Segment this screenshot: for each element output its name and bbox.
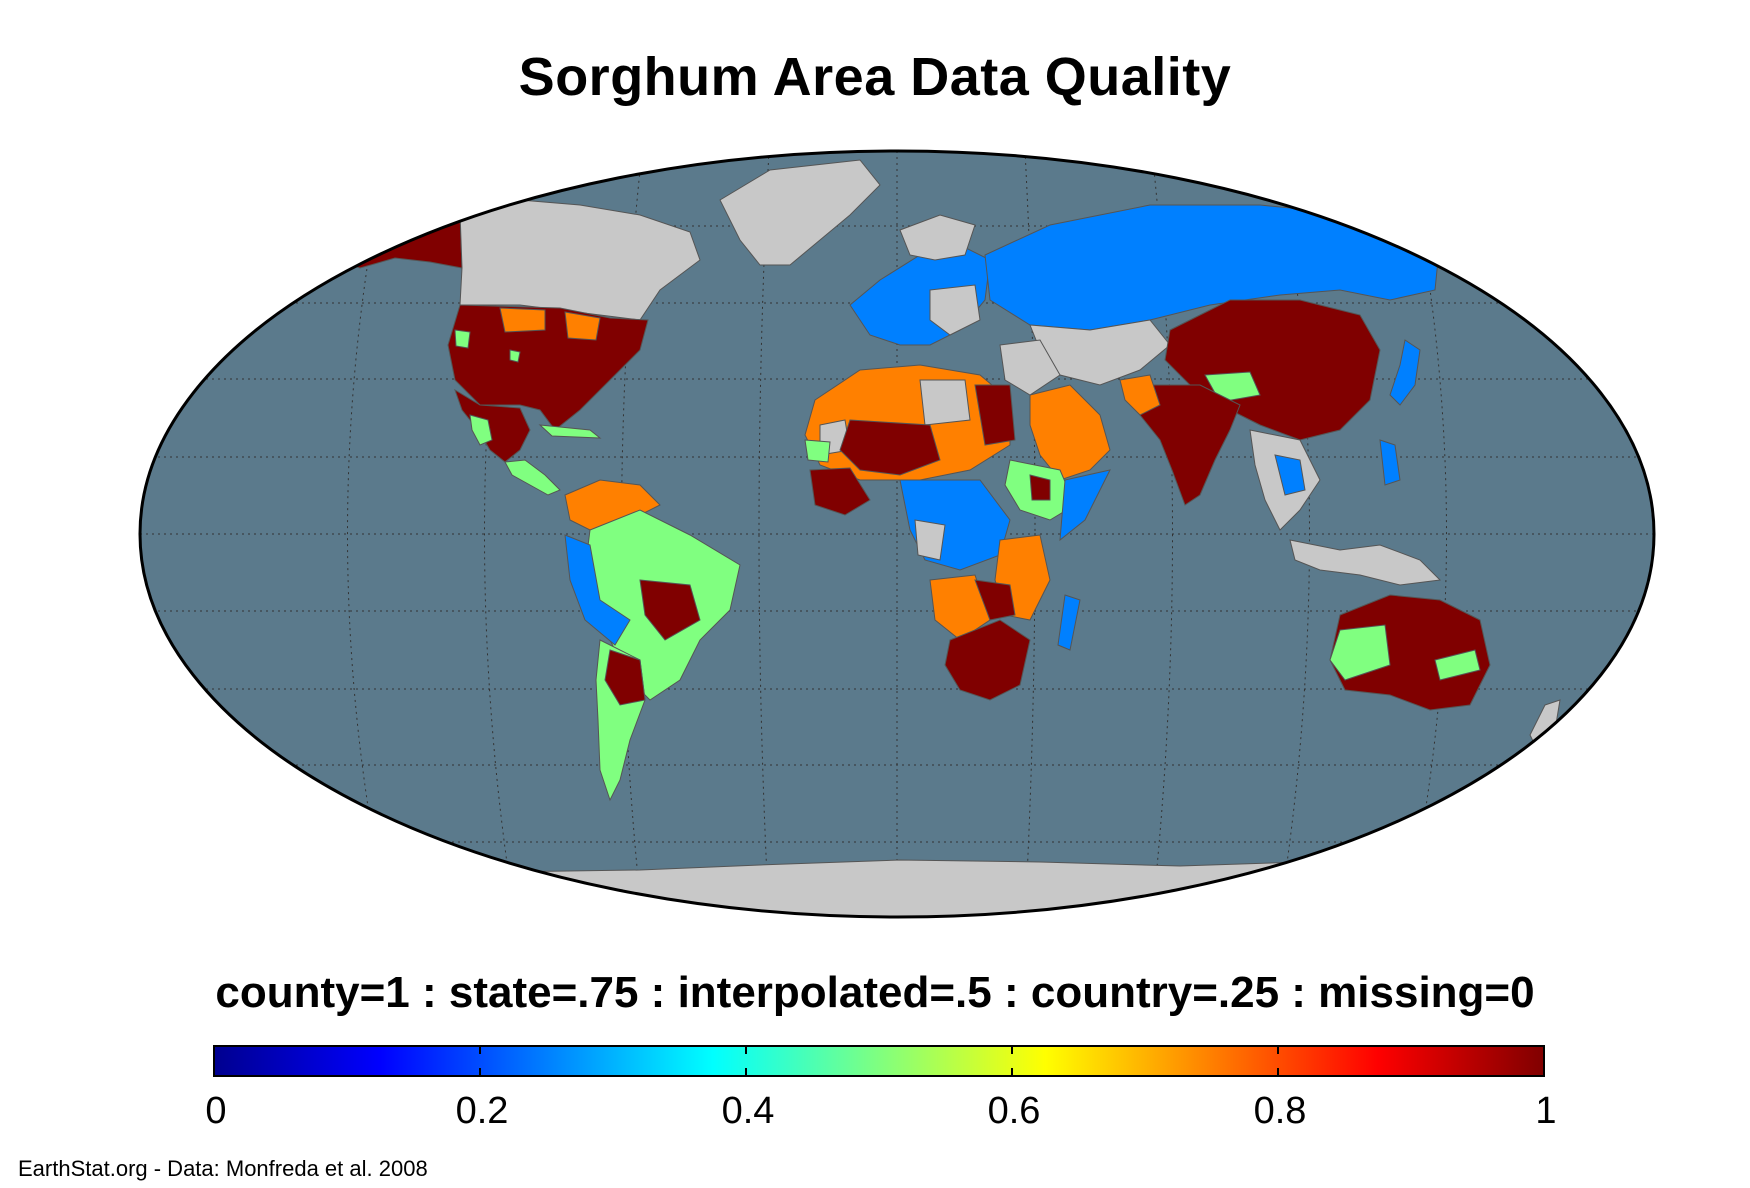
caribbean [538,424,602,439]
somalia [1059,469,1111,542]
united-states [447,304,649,431]
colorbar-tick-label: 0.8 [1253,1090,1307,1132]
central-america [504,459,561,496]
philippines [1379,439,1401,486]
colorbar-tick-label: 0.2 [455,1090,509,1132]
colorbar-gradient [213,1045,1545,1077]
argentina-county [604,649,646,706]
europe-gray [899,214,981,336]
india [1139,384,1241,506]
madagascar [1057,594,1081,651]
brazil-county [639,579,701,641]
world-map [138,149,1656,919]
arabian-peninsula [1029,384,1111,481]
colorbar-tick-label: 1 [1535,1090,1557,1132]
egypt [974,384,1016,446]
us-state-patches [499,307,601,341]
greenland [719,159,881,266]
map-title: Sorghum Area Data Quality [518,47,1232,107]
southern-africa [944,619,1031,701]
japan [1389,339,1421,406]
quality-legend-caption: county=1 : state=.75 : interpolated=.5 :… [215,968,1535,1017]
zambia-zim [974,579,1016,621]
australia-green [1329,624,1481,681]
australia [1329,594,1491,711]
middle-east-gray [999,339,1061,396]
colorbar-tick-label: 0.6 [987,1090,1041,1132]
west-africa-green [804,439,831,463]
se-asia-blue [1274,454,1306,496]
congo-gray [914,519,946,561]
peru-bolivia [564,534,631,646]
mexico [454,388,531,463]
ethiopia-county [1029,474,1051,501]
data-credit: EarthStat.org - Data: Monfreda et al. 20… [18,1156,428,1181]
colorbar-ticks [479,1046,1279,1076]
indonesia [1289,539,1442,586]
sahel [839,419,941,476]
landmasses [329,159,1561,917]
colorbar-tick-label: 0.4 [721,1090,775,1132]
map-frame [138,149,1656,919]
colorbar-tick-label: 0 [205,1090,227,1132]
pakistan-afgh [1119,374,1161,416]
west-africa [809,467,871,516]
us-green-patches [454,329,521,363]
mexico-green [469,414,493,446]
